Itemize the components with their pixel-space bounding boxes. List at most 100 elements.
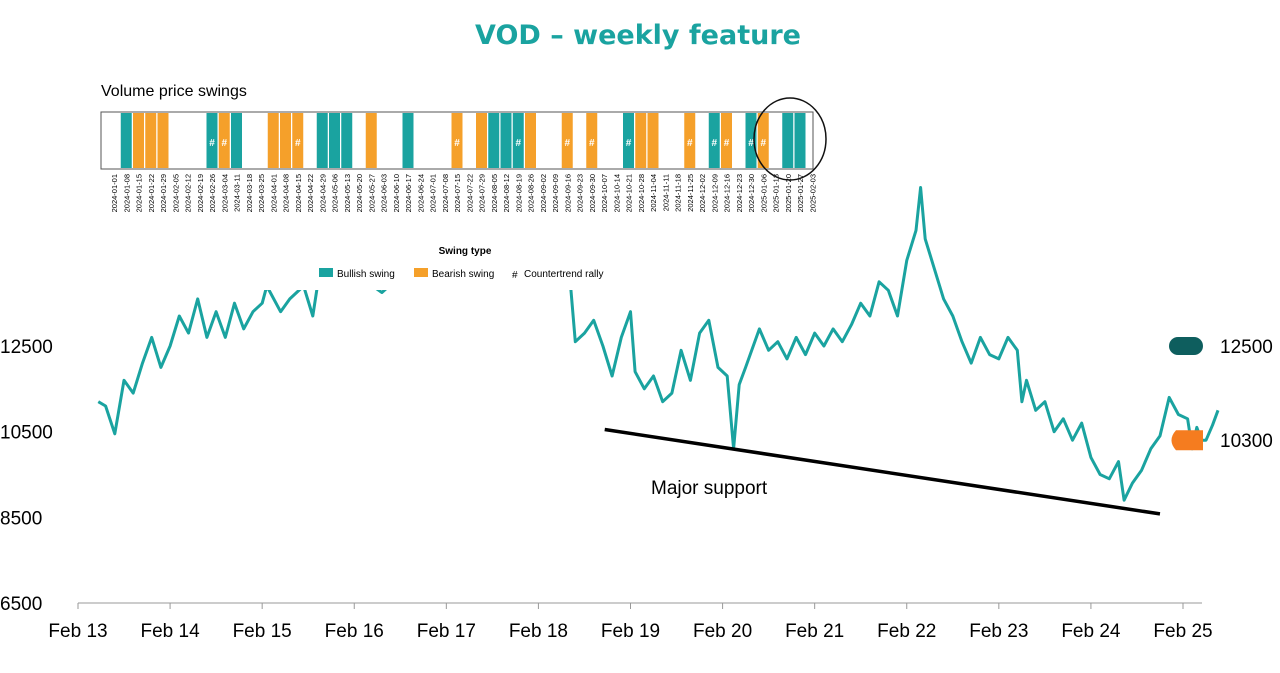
inset-date-label: 2024-06-10 — [392, 174, 401, 212]
inset-date-label: 2024-07-01 — [429, 174, 438, 212]
inset-date-label: 2024-07-22 — [465, 174, 474, 212]
swing-bar — [794, 113, 806, 168]
level-label: 12500 — [1220, 337, 1273, 358]
legend-label: Bullish swing — [337, 269, 395, 280]
swing-bar — [120, 113, 132, 168]
inset-date-label: 2024-04-22 — [306, 174, 315, 212]
levels-layer: 12500 10300 — [1169, 337, 1273, 452]
level-marker — [1169, 337, 1203, 355]
inset-date-label: 2024-05-13 — [343, 174, 352, 212]
inset-date-label: 2024-01-22 — [147, 174, 156, 212]
inset-date-label: 2024-02-12 — [184, 174, 193, 212]
swing-bar — [292, 113, 304, 168]
swing-bar — [561, 113, 573, 168]
inset-date-label: 2024-09-02 — [539, 174, 548, 212]
swing-bar — [512, 113, 524, 168]
inset-date-label: 2024-08-26 — [527, 174, 536, 212]
level-label: 10300 — [1220, 431, 1273, 452]
x-tick-label: Feb 20 — [693, 621, 752, 642]
countertrend-mark: # — [209, 138, 215, 149]
inset-date-label: 2024-08-19 — [514, 174, 523, 212]
swing-bar — [745, 113, 757, 168]
x-tick-label: Feb 16 — [325, 621, 384, 642]
legend-swatch — [319, 268, 333, 277]
x-tick-label: Feb 21 — [785, 621, 844, 642]
legend-title: Swing type — [439, 246, 492, 257]
swing-bar — [684, 113, 696, 168]
inset-date-label: 2024-05-27 — [367, 174, 376, 212]
inset-date-label: 2024-10-28 — [637, 174, 646, 212]
inset-date-label: 2024-10-07 — [600, 174, 609, 212]
swing-bar — [647, 113, 659, 168]
support-line — [604, 427, 1161, 516]
countertrend-mark: # — [564, 138, 570, 149]
inset-date-label: 2024-07-29 — [478, 174, 487, 212]
swing-bar — [476, 113, 487, 168]
inset-date-label: 2024-03-04 — [220, 174, 229, 212]
swing-bar — [267, 113, 279, 168]
countertrend-mark: # — [295, 138, 301, 149]
legend-swatch — [414, 268, 428, 277]
inset-date-label: 2024-04-08 — [282, 174, 291, 212]
inset-date-label: 2025-01-13 — [772, 174, 781, 212]
inset-date-label: 2024-07-15 — [453, 174, 462, 212]
swing-bar — [708, 113, 720, 168]
x-tick-label: Feb 14 — [141, 621, 201, 642]
inset-date-label: 2024-05-06 — [331, 174, 340, 212]
countertrend-mark: # — [711, 138, 717, 149]
swing-bar — [231, 113, 242, 168]
x-tick-label: Feb 23 — [969, 621, 1028, 642]
inset-date-label: 2024-03-25 — [257, 174, 266, 212]
swing-bar — [206, 113, 218, 168]
inset-date-label: 2024-08-05 — [490, 174, 499, 212]
inset-date-label: 2024-02-26 — [208, 174, 217, 212]
inset-date-label: 2024-11-18 — [674, 174, 683, 212]
countertrend-mark: # — [454, 138, 460, 149]
swing-bar — [451, 113, 463, 168]
inset-date-label: 2025-01-27 — [796, 174, 805, 212]
countertrend-mark: # — [687, 138, 693, 149]
legend-label: Bearish swing — [432, 269, 494, 280]
swing-bar — [525, 113, 536, 168]
swing-inset: Volume price swings 2024-01-01 2024-01-08 2… — [0, 72, 827, 290]
swing-bar — [721, 113, 732, 168]
inset-date-label: 2024-02-19 — [196, 174, 205, 212]
swing-bar — [782, 113, 794, 168]
swing-bar — [218, 113, 230, 168]
swing-bar — [623, 113, 634, 168]
x-tick-label: Feb 17 — [417, 621, 476, 642]
y-tick-label: 8500 — [0, 508, 42, 529]
inset-date-label: 2024-10-21 — [625, 174, 634, 212]
countertrend-mark: # — [760, 138, 766, 149]
inset-date-label: 2024-05-20 — [355, 174, 364, 212]
x-tick-label: Feb 25 — [1153, 621, 1212, 642]
legend-label: Countertrend rally — [524, 269, 603, 280]
countertrend-mark: # — [724, 138, 730, 149]
y-tick-label: 6500 — [0, 594, 42, 615]
inset-date-label: 2024-11-25 — [686, 174, 695, 212]
inset-date-label: 2024-06-03 — [380, 174, 389, 212]
swing-bar — [316, 113, 328, 168]
inset-date-label: 2024-10-14 — [612, 174, 621, 212]
swing-bar — [500, 113, 512, 168]
x-tick-label: Feb 22 — [877, 621, 936, 642]
inset-date-label: 2024-09-16 — [563, 174, 572, 212]
inset-date-label: 2024-12-02 — [698, 174, 707, 212]
swing-bar — [157, 113, 169, 168]
inset-title: Volume price swings — [101, 83, 247, 100]
support-annotation: Major support — [651, 478, 768, 499]
inset-date-label: 2024-09-09 — [551, 174, 560, 212]
countertrend-mark: # — [748, 138, 754, 149]
inset-date-label: 2024-11-11 — [661, 174, 670, 211]
inset-date-label: 2024-01-29 — [159, 174, 168, 212]
inset-date-label: 2024-04-15 — [294, 174, 303, 212]
inset-date-label: 2024-12-23 — [735, 174, 744, 212]
highlight-circle — [753, 97, 827, 181]
inset-date-label: 2025-02-03 — [808, 174, 817, 212]
swing-bar — [586, 113, 598, 168]
swing-bar — [635, 113, 647, 168]
inset-date-label: 2024-12-09 — [710, 174, 719, 212]
inset-background — [0, 72, 820, 290]
x-axis: Feb 13 Feb 14 Feb 15 Feb 16 Feb 17 Feb 18 Feb … — [48, 602, 1213, 642]
inset-date-label: 2025-01-20 — [784, 174, 793, 212]
